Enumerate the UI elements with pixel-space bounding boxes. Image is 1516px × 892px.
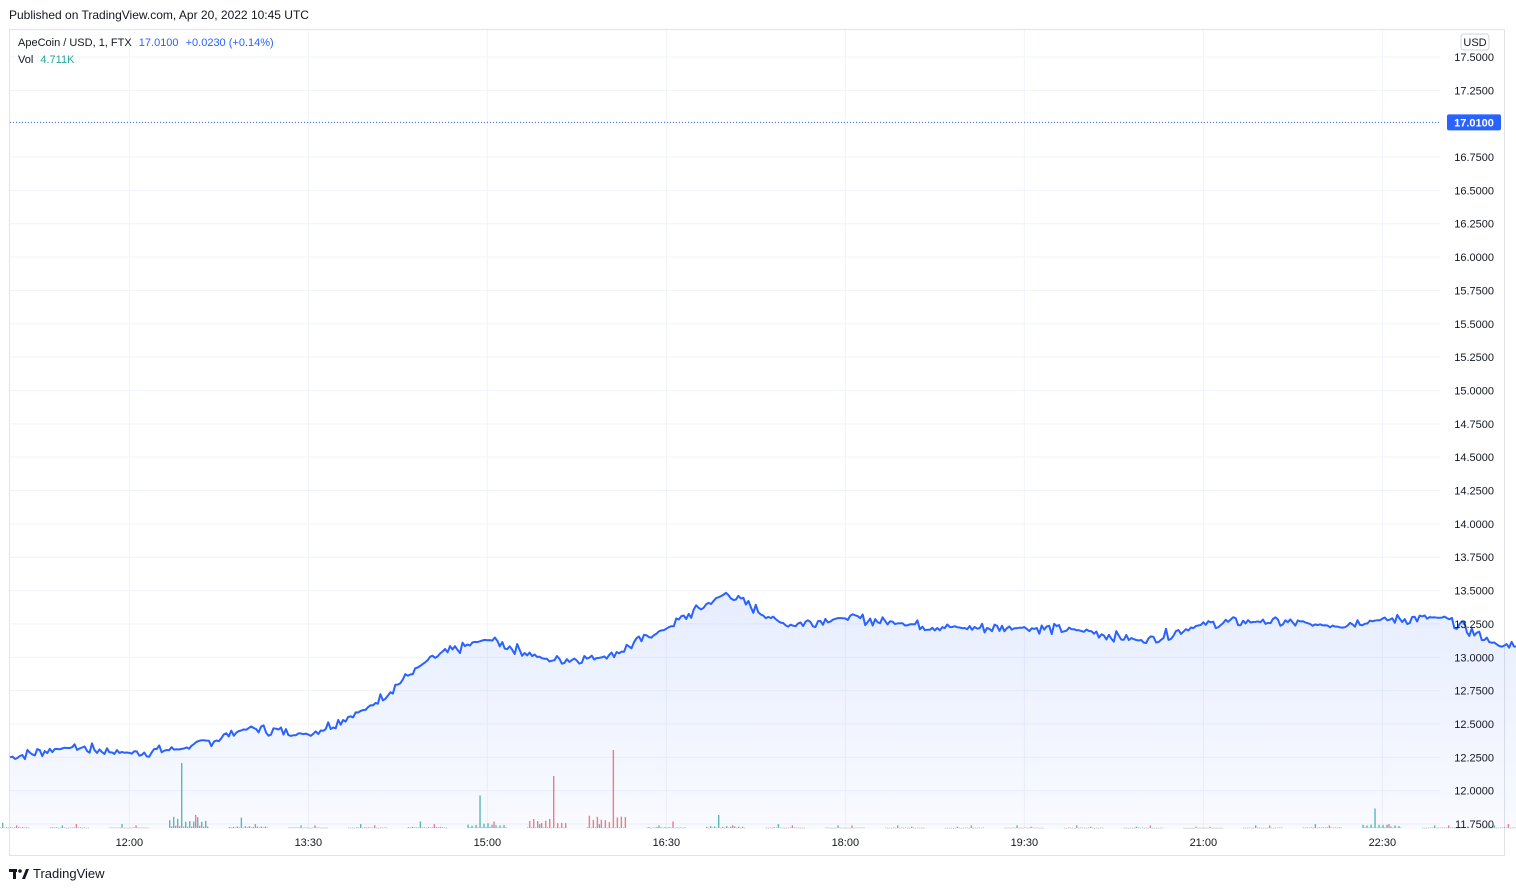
y-tick-label: 13.5000 <box>1454 586 1494 598</box>
y-tick-label: 15.7500 <box>1454 285 1494 297</box>
price-line <box>9 591 1516 761</box>
last-price-label: 17.0100 <box>1454 117 1494 129</box>
chart-frame[interactable] <box>9 29 1505 856</box>
y-tick-label: 14.2500 <box>1454 486 1494 498</box>
chart-legend: ApeCoin / USD, 1, FTX 17.0100 +0.0230 (+… <box>18 35 274 69</box>
y-tick-label: 12.7500 <box>1454 686 1494 698</box>
footer-brand[interactable]: TradingView <box>9 866 105 881</box>
y-tick-label: 14.5000 <box>1454 452 1494 464</box>
x-tick-label: 15:00 <box>474 837 502 849</box>
tradingview-logo-icon <box>9 868 29 879</box>
x-tick-label: 22:30 <box>1369 837 1397 849</box>
y-tick-label: 16.7500 <box>1454 152 1494 164</box>
currency-badge[interactable]: USD <box>1460 33 1490 51</box>
volume-value: 4.711K <box>40 54 75 66</box>
footer-brand-label: TradingView <box>33 866 105 881</box>
time-axis[interactable]: 12:00 13:30 15:00 16:30 18:00 19:30 21:00 22:30… <box>116 837 1516 849</box>
published-caption: Published on TradingView.com, Apr 20, 20… <box>9 8 309 22</box>
price-axis[interactable]: 17.5000 17.2500 16.7500 16.5000 16.2500 16.00… <box>1454 52 1494 831</box>
y-tick-label: 13.2500 <box>1454 619 1494 631</box>
y-tick-label: 15.0000 <box>1454 385 1494 397</box>
price-area-fill <box>10 592 1516 829</box>
y-tick-label: 13.7500 <box>1454 552 1494 564</box>
legend-change: +0.0230 (+0.14%) <box>185 37 274 49</box>
y-tick-label: 12.5000 <box>1454 719 1494 731</box>
currency-label: USD <box>1463 37 1486 49</box>
y-tick-label: 14.0000 <box>1454 519 1494 531</box>
last-price-badge: 17.0100 <box>1447 114 1501 131</box>
y-tick-label: 16.5000 <box>1454 185 1494 197</box>
y-tick-label: 12.0000 <box>1454 786 1494 798</box>
y-tick-label: 15.2500 <box>1454 352 1494 364</box>
volume-bar-down <box>4 827 6 829</box>
volume-label: Vol <box>18 54 34 66</box>
y-tick-label: 12.2500 <box>1454 752 1494 764</box>
y-tick-label: 13.0000 <box>1454 652 1494 664</box>
y-tick-label: 15.5000 <box>1454 319 1494 331</box>
x-tick-label: 12:00 <box>116 837 144 849</box>
x-tick-label: 19:30 <box>1011 837 1039 849</box>
y-tick-label: 17.2500 <box>1454 85 1494 97</box>
volume-bar-down <box>8 827 10 829</box>
y-tick-label: 17.5000 <box>1454 52 1494 64</box>
y-tick-label: 16.0000 <box>1454 252 1494 264</box>
volume-bar-up <box>2 822 4 828</box>
y-tick-label: 16.2500 <box>1454 219 1494 231</box>
y-tick-label: 14.7500 <box>1454 419 1494 431</box>
x-tick-label: 13:30 <box>295 837 323 849</box>
x-tick-label: 21:00 <box>1190 837 1218 849</box>
volume-bar-down <box>0 827 2 829</box>
legend-price: 17.0100 <box>138 37 179 49</box>
x-tick-label: 16:30 <box>653 837 681 849</box>
x-tick-label: 18:00 <box>832 837 860 849</box>
y-tick-label: 11.7500 <box>1455 819 1494 831</box>
volume-bar-up <box>6 827 8 828</box>
symbol-label: ApeCoin / USD, 1, FTX <box>18 37 132 49</box>
